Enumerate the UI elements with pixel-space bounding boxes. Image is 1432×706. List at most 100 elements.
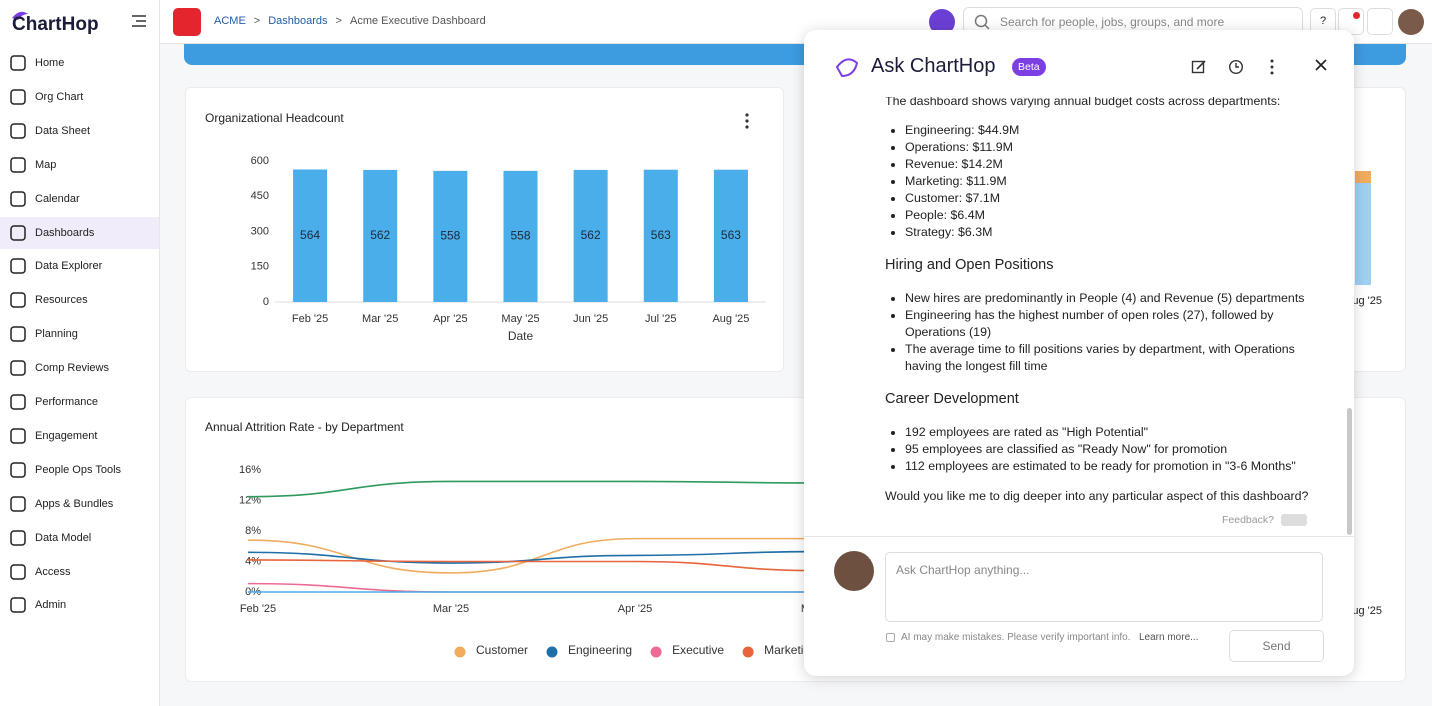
feedback-label: Feedback?: [1222, 514, 1274, 526]
nav-item[interactable]: Data Sheet: [0, 115, 159, 147]
logo-icon: [12, 11, 28, 20]
user-avatar[interactable]: [1398, 9, 1424, 35]
nav-icon: [10, 292, 26, 309]
section-item: 95 employees are classified as "Ready No…: [885, 441, 1315, 458]
value-label: 562: [370, 228, 390, 242]
nav-label: Access: [35, 565, 71, 578]
nav-icon: [10, 563, 26, 580]
legend-label: Engineering: [568, 643, 632, 657]
nav-item[interactable]: Admin: [0, 589, 159, 621]
nav-label: Performance: [35, 396, 98, 408]
chat-messages: The dashboard shows varying annual budge…: [804, 97, 1344, 535]
x-tick-label: Mar '25: [362, 313, 398, 325]
nav-item[interactable]: Engagement: [0, 420, 159, 452]
divider: [804, 536, 1354, 537]
feedback-buttons[interactable]: [1281, 514, 1307, 526]
nav-item[interactable]: Map: [0, 149, 159, 181]
nav-label: Data Explorer: [35, 260, 103, 273]
budget-item: Revenue: $14.2M: [885, 156, 1315, 173]
x-tick-label: Feb '25: [240, 603, 276, 615]
scrollbar[interactable]: [1347, 408, 1352, 535]
x-tick-label: Mar '25: [433, 603, 469, 615]
breadcrumb-item[interactable]: ACME: [214, 15, 246, 27]
legend-marker: [454, 646, 466, 658]
nav-item[interactable]: Performance: [0, 386, 159, 418]
nav-icon: [10, 156, 26, 173]
nav-item[interactable]: Planning: [0, 318, 159, 350]
bar: [363, 169, 398, 302]
edit-icon[interactable]: [1191, 59, 1207, 75]
legend-label: Executive: [672, 643, 724, 657]
learn-more[interactable]: Learn more...: [1139, 632, 1199, 643]
nav-item[interactable]: Home: [0, 47, 159, 79]
legend-label: Customer: [476, 643, 528, 657]
disclaimer: AI may make mistakes. Please verify impo…: [901, 632, 1131, 643]
app-logo[interactable]: [173, 8, 201, 36]
nav-item[interactable]: Comp Reviews: [0, 352, 159, 384]
legend-marker: [650, 646, 662, 658]
y-tick-label: 0: [263, 296, 269, 308]
search-placeholder: Search for people, jobs, groups, and mor…: [1000, 15, 1225, 29]
sections: Hiring and Open Positions New hires are p…: [885, 257, 1315, 475]
y-tick-label: 150: [251, 261, 269, 273]
budget-item: Operations: $11.9M: [885, 139, 1315, 156]
nav-icon: [10, 326, 26, 342]
nav-item[interactable]: Calendar: [0, 183, 159, 215]
sidebar: ChartHop Home Org Chart Data Sheet Map Calen…: [0, 0, 160, 706]
nav-item[interactable]: Data Explorer: [0, 250, 159, 282]
section-heading: Hiring and Open Positions: [885, 257, 1054, 273]
nav-icon: [10, 55, 26, 71]
nav-label: Home: [35, 57, 65, 69]
chart-title: Organizational Headcount: [205, 111, 344, 125]
series-line: [247, 559, 821, 572]
chat-input[interactable]: Ask ChartHop anything...: [885, 552, 1323, 622]
card-menu[interactable]: [743, 112, 751, 130]
nav-item[interactable]: People Ops Tools: [0, 454, 159, 486]
close-button[interactable]: [1315, 59, 1327, 71]
x-tick-label: Aug '25: [1345, 605, 1382, 617]
budget-list: Engineering: $44.9M Operations: $11.9M Rev…: [885, 122, 1315, 241]
section-item: The average time to fill positions varie…: [885, 341, 1315, 375]
value-label: 558: [440, 229, 460, 243]
nav-item[interactable]: Resources: [0, 284, 159, 316]
search-icon: [974, 14, 990, 30]
bar: [713, 169, 748, 302]
nav-item[interactable]: Access: [0, 556, 159, 588]
nav-item[interactable]: Org Chart: [0, 81, 159, 113]
nav-item[interactable]: Dashboards: [0, 216, 159, 249]
bar: [573, 169, 608, 302]
nav-item[interactable]: Apps & Bundles: [0, 488, 159, 520]
series-line: [247, 480, 821, 498]
nav-icon: [10, 495, 26, 512]
user-avatar: [834, 551, 874, 591]
nav-icon: [10, 89, 26, 105]
bar: [433, 170, 468, 302]
breadcrumb-item[interactable]: Dashboards: [268, 15, 328, 27]
legend-marker: [742, 646, 754, 658]
headcount-card: [185, 87, 784, 372]
value-label: 562: [581, 228, 601, 242]
budget-item: People: $6.4M: [885, 207, 1315, 224]
breadcrumb: ACME > Dashboards > Acme Executive Dashboard: [214, 15, 486, 27]
section-list: 192 employees are rated as "High Potenti…: [885, 424, 1315, 475]
nav-item[interactable]: Data Model: [0, 522, 159, 554]
view-button[interactable]: [1367, 8, 1393, 35]
nav-label: Resources: [35, 294, 88, 307]
panel-menu[interactable]: [1268, 58, 1276, 76]
nav-icon: [10, 190, 26, 207]
x-tick-label: Aug '25: [1345, 295, 1382, 307]
nav-label: Dashboards: [35, 226, 95, 239]
history-icon[interactable]: [1228, 59, 1244, 75]
nav-icon: [10, 224, 26, 241]
nav-label: Apps & Bundles: [35, 497, 114, 510]
collapse-icon[interactable]: [132, 15, 146, 27]
nav-label: Calendar: [35, 192, 80, 205]
assistant-message: The dashboard shows varying annual budge…: [885, 97, 1315, 505]
legend-marker: [546, 646, 558, 658]
nav-icon: [10, 428, 26, 444]
nav-icon: [10, 529, 26, 546]
nav-icon: [10, 360, 26, 376]
beta-badge: Beta: [1012, 58, 1046, 76]
send-button[interactable]: Send: [1229, 630, 1324, 662]
